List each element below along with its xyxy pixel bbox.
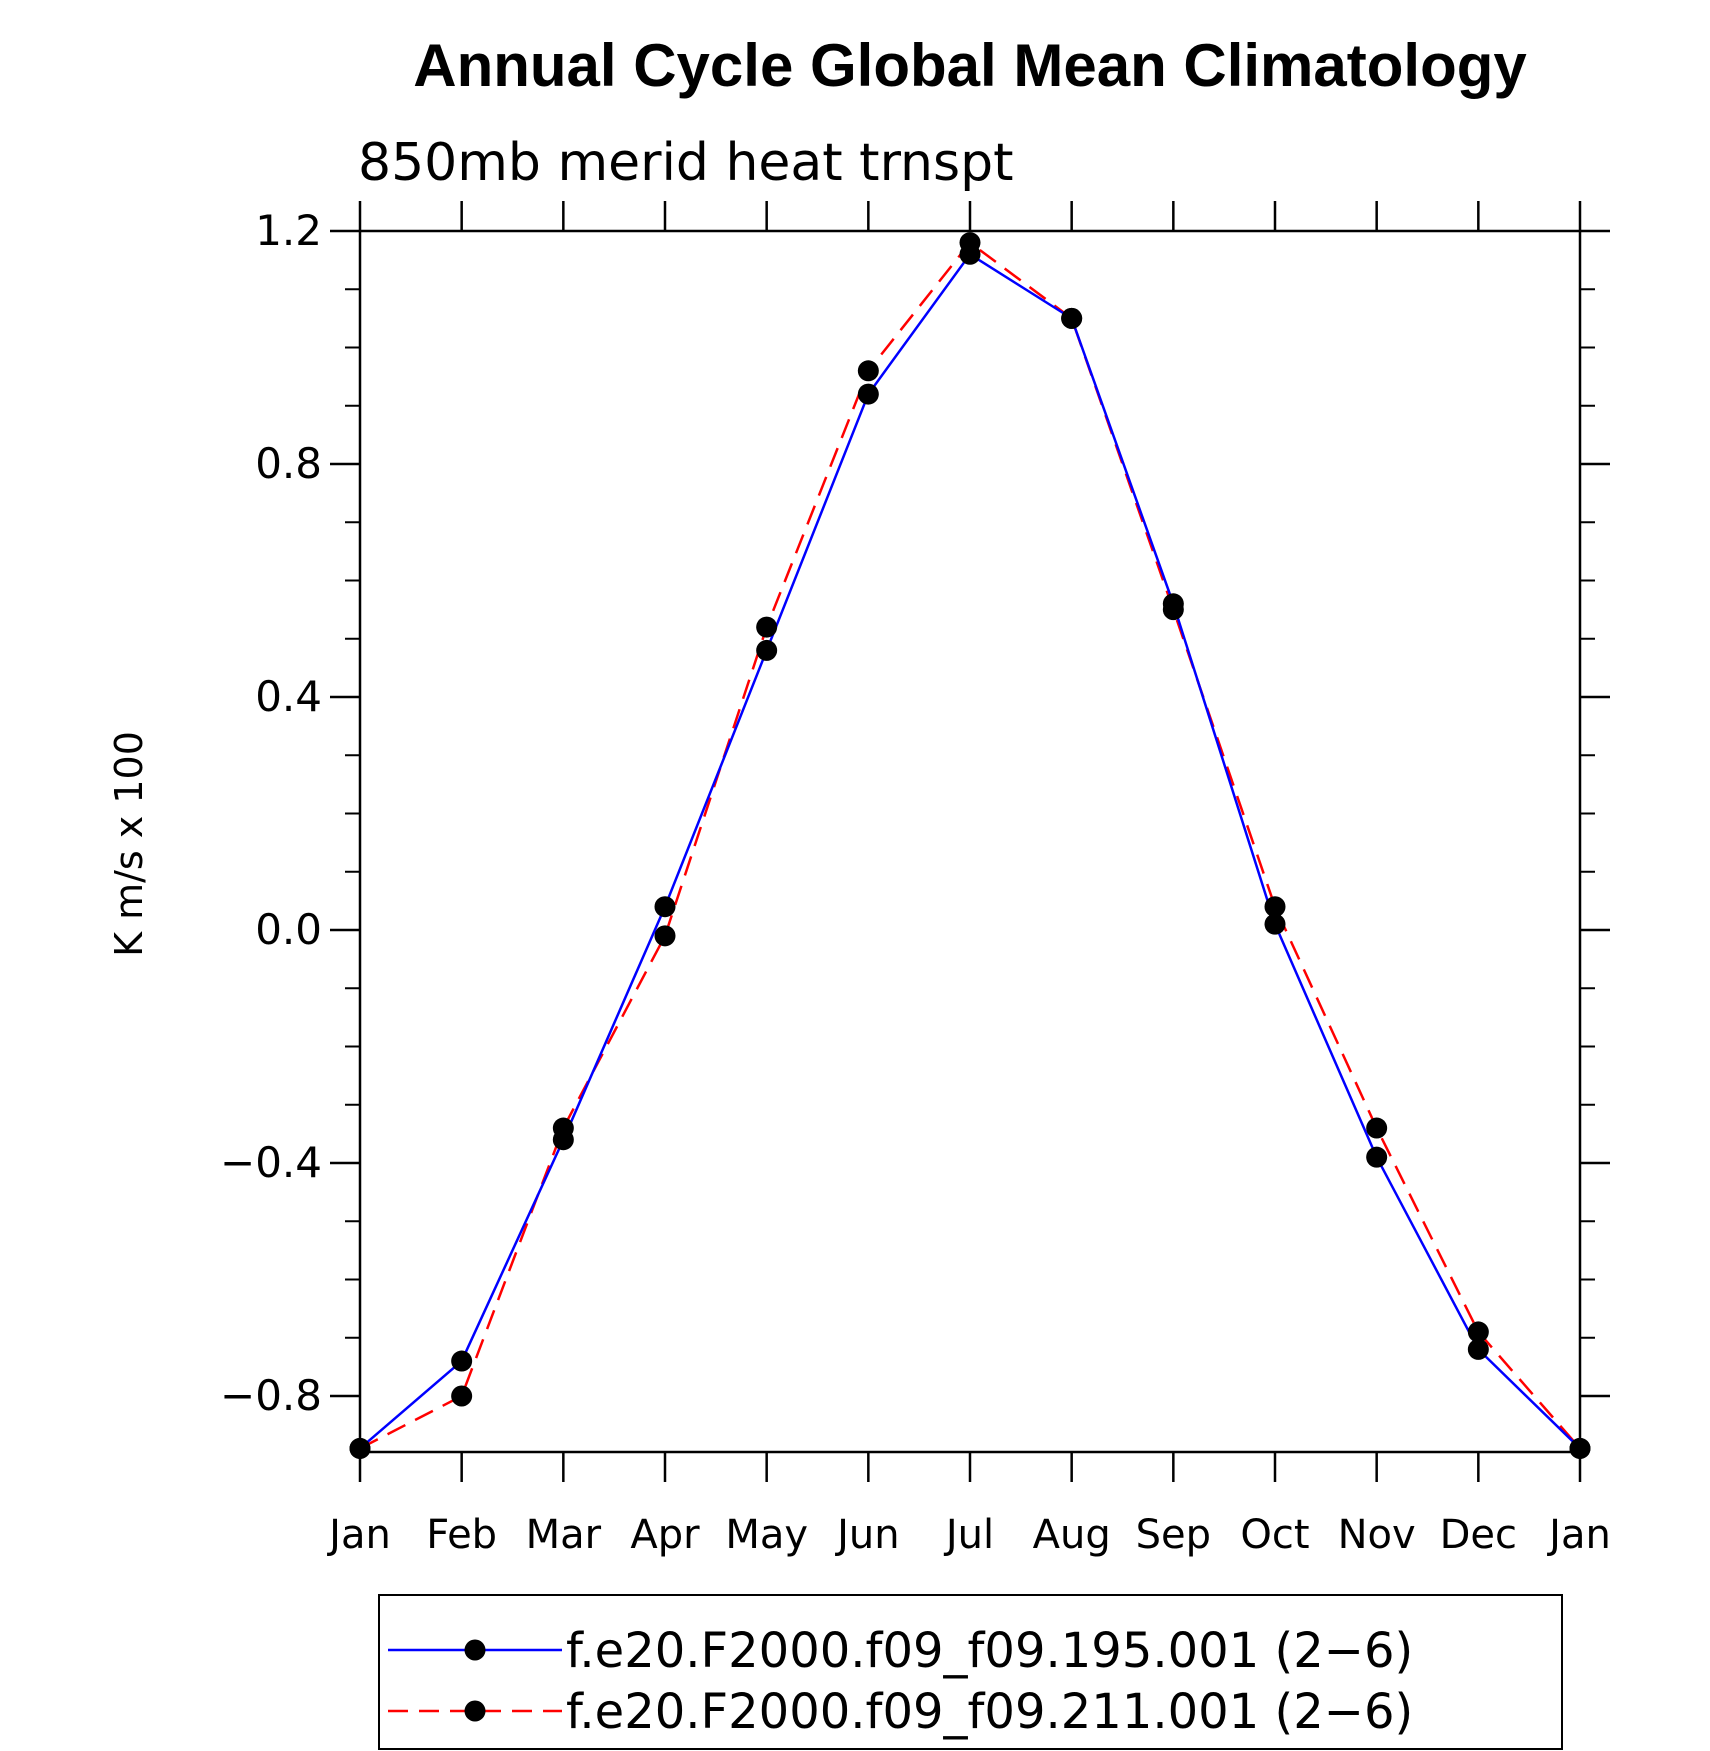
y-tick-label: 0.0 (255, 905, 322, 954)
series-line-1 (359, 253, 1581, 1450)
x-tick-label: Apr (630, 1512, 700, 1558)
y-tick-label: 1.2 (255, 206, 322, 255)
series-line-2 (359, 241, 1581, 1450)
y-tick-labels: 1.2 0.8 0.4 0.0 −0.4 −0.8 (220, 206, 322, 1420)
series-2-point (1366, 1117, 1388, 1139)
x-tick-labels: Jan Feb Mar Apr May Jun Jul Aug Sep Oct Nov Dec Jan (326, 1512, 1611, 1558)
x-tick-label: May (725, 1512, 808, 1558)
series-2-point (1162, 599, 1184, 621)
series-2-point (451, 1385, 473, 1407)
x-tick-label: Dec (1440, 1512, 1517, 1558)
x-tick-label: Jul (943, 1512, 994, 1558)
series-1-point (1366, 1146, 1388, 1168)
series-2-point (552, 1117, 574, 1139)
y-tick-label: 0.8 (255, 439, 322, 488)
series-1-point (756, 639, 778, 661)
series-layer (349, 232, 1591, 1459)
x-tick-label: Sep (1136, 1512, 1211, 1558)
series-2-point (1467, 1321, 1489, 1343)
plot-frame (358, 229, 1582, 1454)
series-2-point (756, 616, 778, 638)
legend-label-2: f.e20.F2000.f09_f09.211.001 (2−6) (566, 1684, 1413, 1740)
y-axis-label: K m/s x 100 (107, 731, 151, 957)
series-2-point (959, 232, 981, 254)
series-1-point (1467, 1338, 1489, 1360)
y-tick-label: 0.4 (255, 672, 322, 721)
legend-label-1: f.e20.F2000.f09_f09.195.001 (2−6) (566, 1623, 1413, 1679)
x-tick-label: Oct (1240, 1512, 1309, 1558)
axis-ticks (330, 201, 1610, 1482)
x-tick-label: Mar (526, 1512, 602, 1558)
legend-marker-2 (464, 1700, 486, 1722)
x-tick-label: Jan (326, 1512, 391, 1558)
x-tick-label: Jan (1546, 1512, 1611, 1558)
series-1-point (654, 896, 676, 918)
y-tick-label: −0.8 (220, 1371, 322, 1420)
y-tick-label: −0.4 (220, 1138, 322, 1187)
series-2-point (1061, 307, 1083, 329)
x-tick-label: Nov (1338, 1512, 1416, 1558)
legend: f.e20.F2000.f09_f09.195.001 (2−6)f.e20.F… (378, 1594, 1563, 1750)
x-tick-label: Jun (834, 1512, 900, 1558)
series-1-point (451, 1350, 473, 1372)
legend-marker-1 (464, 1639, 486, 1661)
series-2-point (857, 360, 879, 382)
legend-frame (378, 1594, 1563, 1750)
series-2-point (1569, 1437, 1591, 1459)
series-2-point (654, 925, 676, 947)
x-tick-label: Feb (426, 1512, 497, 1558)
series-1-point (857, 383, 879, 405)
x-tick-label: Aug (1033, 1512, 1111, 1558)
chart-title: Annual Cycle Global Mean Climatology (413, 32, 1527, 99)
chart-subtitle: 850mb merid heat trnspt (358, 133, 1013, 193)
series-1-point (1264, 913, 1286, 935)
series-2-point (349, 1437, 371, 1459)
series-2-point (1264, 896, 1286, 918)
